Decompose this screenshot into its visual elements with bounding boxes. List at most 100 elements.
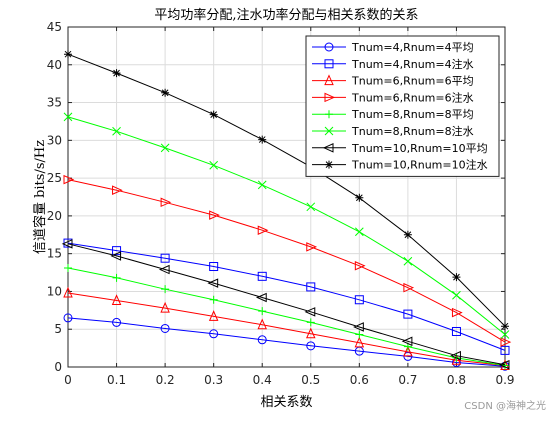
data-point xyxy=(160,253,170,263)
y-tick-label: 0 xyxy=(54,360,62,374)
legend-label: Tnum=8,Rnum=8注水 xyxy=(351,124,474,138)
data-point xyxy=(160,197,172,208)
data-point xyxy=(61,239,73,249)
legend-marker xyxy=(324,126,334,136)
data-point xyxy=(451,307,463,318)
data-point xyxy=(306,242,318,252)
legend-marker xyxy=(324,92,336,103)
data-point xyxy=(403,230,412,239)
data-point xyxy=(403,309,413,319)
legend-label: Tnum=6,Rnum=6平均 xyxy=(351,75,474,88)
data-point xyxy=(355,193,364,202)
data-point xyxy=(452,273,461,282)
legend-marker xyxy=(322,143,334,153)
y-tick-label: 40 xyxy=(47,58,62,72)
data-point xyxy=(500,345,510,355)
data-point xyxy=(257,180,267,190)
data-point xyxy=(64,264,72,273)
data-point xyxy=(112,317,122,327)
data-point xyxy=(112,185,123,195)
series-7 xyxy=(61,239,510,370)
data-point xyxy=(306,327,316,339)
y-tick-label: 5 xyxy=(54,322,62,336)
series-5 xyxy=(64,264,509,370)
data-point xyxy=(112,273,121,282)
legend-entry: Tnum=6,Rnum=6注水 xyxy=(312,90,474,104)
data-point xyxy=(403,282,415,293)
legend-entry: Tnum=4,Rnum=4注水 xyxy=(312,57,474,71)
series-line xyxy=(67,179,506,343)
data-point xyxy=(500,330,510,339)
x-tick-label: 0.9 xyxy=(495,373,514,387)
data-point xyxy=(353,322,364,332)
series-line xyxy=(67,243,506,366)
y-tick-label: 30 xyxy=(47,133,62,147)
chart-title: 平均功率分配,注水功率分配与相关系数的关系 xyxy=(154,7,418,23)
data-point xyxy=(63,174,75,185)
data-point xyxy=(258,135,267,144)
series-line xyxy=(67,242,506,351)
y-tick-label: 10 xyxy=(47,284,62,298)
legend-marker xyxy=(324,42,334,52)
legend-label: Tnum=8,Rnum=8平均 xyxy=(351,108,474,121)
data-point xyxy=(111,294,122,306)
data-point xyxy=(355,330,364,339)
legend-label: Tnum=4,Rnum=4注水 xyxy=(351,57,474,71)
legend: Tnum=4,Rnum=4平均 Tnum=4,Rnum=4注水 Tnum=6,Rnu… xyxy=(305,35,500,177)
data-point xyxy=(158,264,170,275)
series-line xyxy=(67,292,506,366)
series-6 xyxy=(63,112,510,339)
data-point xyxy=(207,278,219,288)
data-series xyxy=(61,50,512,371)
x-tick-label: 0.8 xyxy=(447,373,466,387)
y-axis-label: 信道容量 bits/s/Hz xyxy=(32,140,48,254)
x-tick-label: 0.1 xyxy=(107,373,126,387)
axis-ticks: 0 0.1 0.2 0.3 0.4 0.5 0.6 0.7 0.8 0.9 0 5 10 15 20 25 30… xyxy=(47,20,515,387)
legend-entry: Tnum=10,Rnum=10注水 xyxy=(312,158,488,172)
legend-label: Tnum=6,Rnum=6注水 xyxy=(351,90,474,104)
series-1 xyxy=(63,313,510,371)
data-point xyxy=(500,337,512,347)
data-point xyxy=(112,126,121,136)
data-point xyxy=(452,290,461,300)
x-tick-label: 0.7 xyxy=(398,373,417,387)
data-point xyxy=(403,351,413,361)
series-line xyxy=(67,53,506,327)
legend-entry: Tnum=6,Rnum=6平均 xyxy=(312,74,474,88)
data-point xyxy=(160,323,170,333)
data-point xyxy=(63,286,73,298)
data-point xyxy=(451,326,461,336)
x-tick-label: 0.4 xyxy=(253,373,272,387)
data-point xyxy=(209,329,219,339)
data-point xyxy=(161,285,170,294)
data-point xyxy=(64,50,72,59)
data-point xyxy=(304,307,316,317)
data-point xyxy=(401,336,413,347)
data-point xyxy=(112,246,122,256)
data-point xyxy=(498,359,510,370)
data-point xyxy=(258,307,267,316)
legend-marker xyxy=(324,59,334,69)
data-point xyxy=(354,336,365,348)
legend-entry: Tnum=4,Rnum=4平均 xyxy=(312,41,474,54)
data-point xyxy=(354,227,364,237)
data-point xyxy=(306,282,316,292)
legend-marker xyxy=(325,110,333,119)
plot-frame xyxy=(67,26,506,368)
legend-marker xyxy=(324,74,334,86)
legend-entry: Tnum=10,Rnum=10平均 xyxy=(312,142,488,155)
data-point xyxy=(209,262,219,272)
data-point xyxy=(257,335,267,345)
legend-entry: Tnum=8,Rnum=8注水 xyxy=(312,124,474,138)
data-point xyxy=(161,88,170,97)
data-point xyxy=(63,313,73,323)
data-point xyxy=(110,251,122,261)
watermark-text: CSDN @海神之光 xyxy=(464,401,546,412)
y-tick-label: 25 xyxy=(47,171,62,185)
series-line xyxy=(67,317,506,367)
data-point xyxy=(208,310,219,321)
data-point xyxy=(112,69,121,78)
data-point xyxy=(257,318,267,330)
